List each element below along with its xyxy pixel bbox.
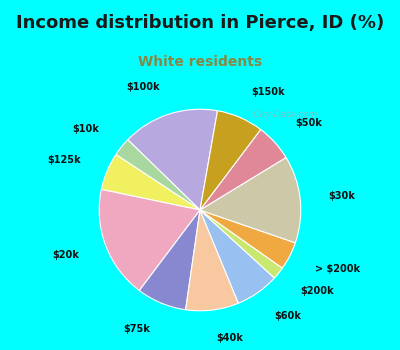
Wedge shape — [200, 130, 286, 210]
Wedge shape — [200, 111, 261, 210]
Wedge shape — [200, 158, 301, 243]
Text: $40k: $40k — [216, 333, 243, 343]
Wedge shape — [200, 210, 282, 278]
Wedge shape — [99, 189, 200, 290]
Text: ⓘ City-Data.com: ⓘ City-Data.com — [244, 110, 317, 119]
Text: $75k: $75k — [124, 324, 150, 334]
Wedge shape — [128, 109, 218, 210]
Wedge shape — [101, 154, 200, 210]
Text: $30k: $30k — [328, 191, 355, 201]
Wedge shape — [200, 210, 295, 268]
Text: $20k: $20k — [52, 250, 79, 260]
Text: > $200k: > $200k — [315, 264, 360, 274]
Text: $150k: $150k — [252, 87, 285, 97]
Wedge shape — [200, 210, 274, 303]
Text: $200k: $200k — [300, 286, 334, 296]
Text: $60k: $60k — [274, 311, 301, 321]
Text: $10k: $10k — [72, 124, 100, 134]
Wedge shape — [116, 140, 200, 210]
Wedge shape — [139, 210, 200, 310]
Text: Income distribution in Pierce, ID (%): Income distribution in Pierce, ID (%) — [16, 14, 384, 32]
Text: White residents: White residents — [138, 55, 262, 69]
Text: $50k: $50k — [296, 118, 322, 128]
Text: $125k: $125k — [47, 155, 81, 166]
Text: $100k: $100k — [127, 82, 160, 92]
Wedge shape — [186, 210, 238, 311]
